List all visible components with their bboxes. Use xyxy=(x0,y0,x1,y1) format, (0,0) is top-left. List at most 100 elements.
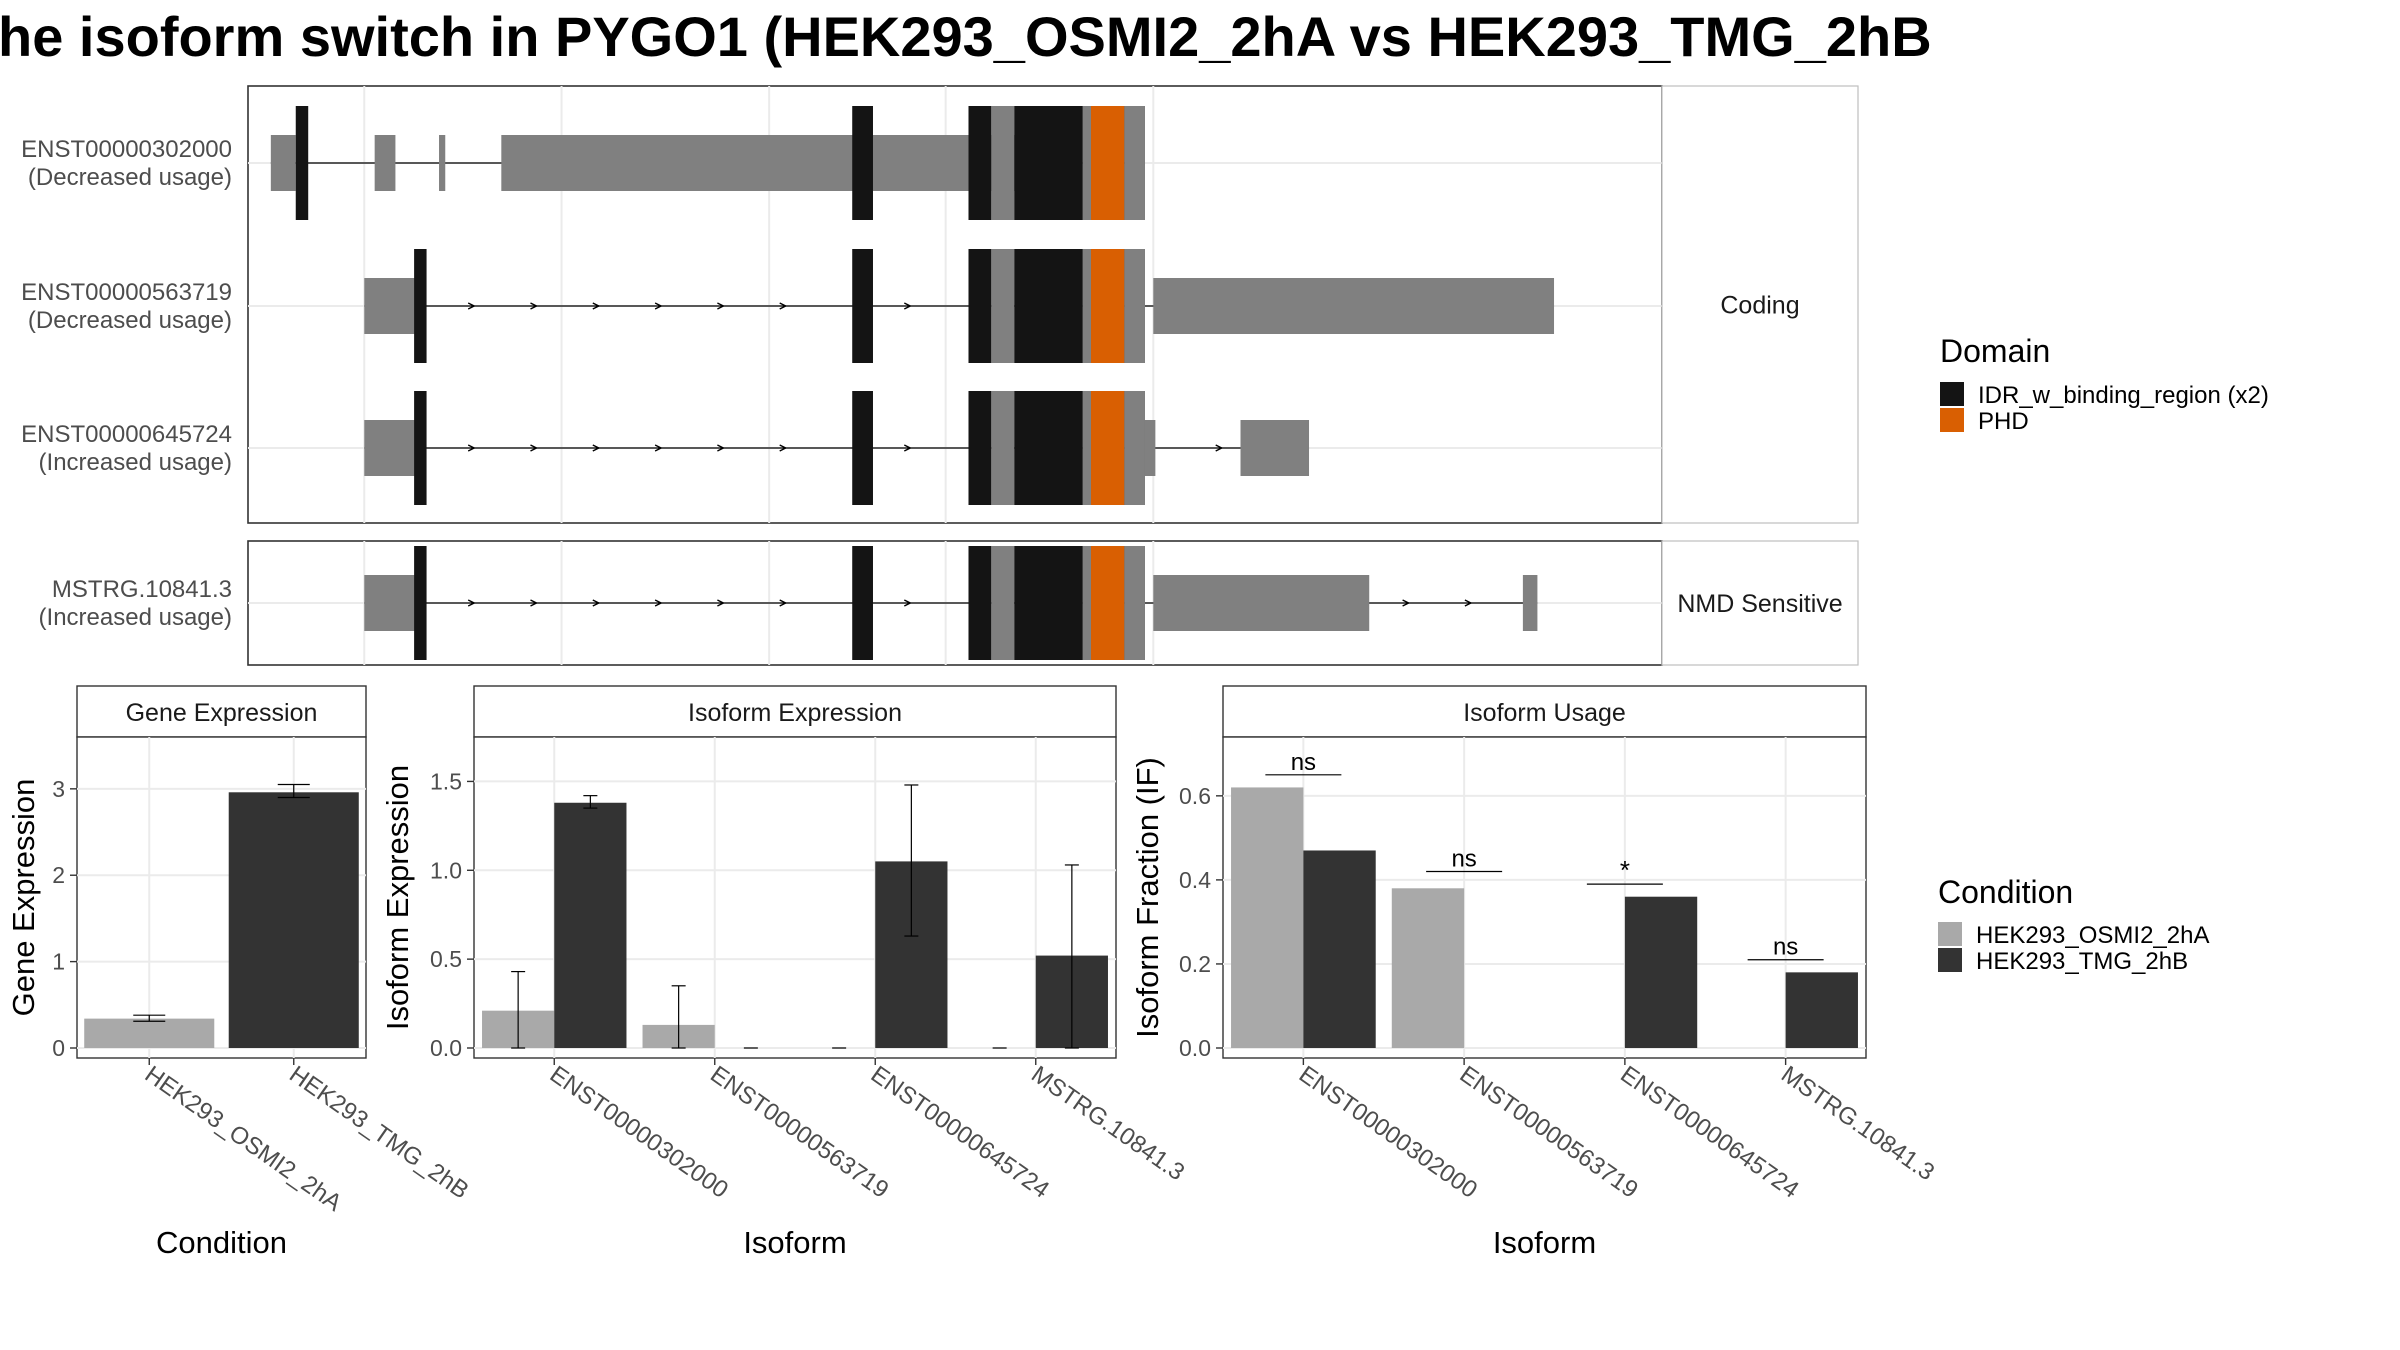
y-tick-label: 1 xyxy=(52,949,65,975)
direction-arrow xyxy=(717,599,725,607)
direction-arrow xyxy=(467,302,476,310)
y-tick-label: 0.0 xyxy=(430,1035,462,1061)
y-tick-label: 0.6 xyxy=(1179,783,1211,809)
direction-arrow xyxy=(592,444,601,452)
coding-exon-nodomain xyxy=(1082,391,1092,505)
transcript-row: ENST00000645724(Increased usage) xyxy=(21,391,1310,505)
y-tick-label: 3 xyxy=(52,776,65,802)
direction-arrow xyxy=(1402,599,1411,607)
direction-arrow xyxy=(654,302,663,310)
condition-legend-label: HEK293_TMG_2hB xyxy=(1976,948,2188,975)
direction-arrow xyxy=(779,302,788,310)
y-tick-label: 0.2 xyxy=(1179,951,1211,977)
direction-arrow xyxy=(903,444,912,452)
coding-exon xyxy=(295,106,309,220)
direction-arrow xyxy=(592,302,601,310)
facet-strip xyxy=(1661,85,1859,524)
y-axis-title: Isoform Fraction (IF) xyxy=(1130,757,1165,1038)
coding-exon xyxy=(1014,106,1083,220)
domain-legend-swatch xyxy=(1940,408,1964,432)
bar xyxy=(1391,888,1465,1048)
chart-strip xyxy=(1222,685,1867,738)
coding-exon-nodomain xyxy=(991,546,1015,660)
coding-exon xyxy=(852,391,873,505)
domain-legend-label: PHD xyxy=(1978,408,2029,435)
significance-label: ns xyxy=(1451,845,1476,872)
phd-domain xyxy=(1091,249,1125,363)
phd-domain xyxy=(1091,391,1125,505)
bar xyxy=(554,802,627,1048)
direction-arrow xyxy=(1215,444,1224,452)
utr-exon xyxy=(364,278,419,334)
coding-exon-nodomain xyxy=(1082,106,1092,220)
utr-exon xyxy=(439,135,446,191)
transcript-id-label: MSTRG.10841.3 xyxy=(52,576,232,603)
coding-exon-nodomain xyxy=(1082,546,1092,660)
significance-label: ns xyxy=(1291,749,1316,776)
direction-arrow xyxy=(654,599,663,607)
facet-label: NMD Sensitive xyxy=(1677,590,1842,618)
coding-exon-nodomain xyxy=(991,249,1015,363)
condition-legend-label: HEK293_OSMI2_2hA xyxy=(1976,922,2209,949)
direction-arrow xyxy=(530,444,539,452)
utr-exon xyxy=(364,575,419,631)
condition-legend-swatch xyxy=(1938,922,1962,946)
coding-exon xyxy=(968,249,992,363)
utr-exon xyxy=(364,420,419,476)
condition-legend-swatch xyxy=(1938,948,1962,972)
phd-domain xyxy=(1091,546,1125,660)
bar xyxy=(1231,787,1304,1048)
transcript-id-label: ENST00000645724 xyxy=(21,421,232,448)
facet-label: Coding xyxy=(1720,292,1799,320)
legends: Domain IDR_w_binding_region (x2)PHD Condit… xyxy=(1938,333,2269,975)
coding-exon xyxy=(852,249,873,363)
direction-arrow xyxy=(530,302,539,310)
direction-arrow xyxy=(717,302,725,310)
coding-exon xyxy=(414,249,427,363)
coding-exon xyxy=(1014,391,1083,505)
coding-exon-nodomain xyxy=(1082,249,1092,363)
transcript-row: ENST00000563719(Decreased usage) xyxy=(21,249,1555,363)
coding-exon xyxy=(968,391,992,505)
condition-legend-title: Condition xyxy=(1938,874,2073,910)
utr-exon xyxy=(1144,420,1156,476)
bar xyxy=(228,792,359,1048)
transcript-row: ENST00000302000(Decreased usage) xyxy=(21,106,1145,220)
chart-strip xyxy=(473,685,1117,738)
domain-legend-swatch xyxy=(1940,382,1964,406)
x-axis-title: Isoform xyxy=(1493,1225,1596,1260)
y-axis-title: Gene Expression xyxy=(6,779,41,1017)
coding-exon xyxy=(414,391,427,505)
bar xyxy=(1303,850,1376,1048)
utr-exon xyxy=(270,135,296,191)
chart-title: Isoform Expression xyxy=(688,699,902,727)
significance-label: ns xyxy=(1773,934,1798,961)
coding-exon xyxy=(968,546,992,660)
direction-arrow xyxy=(530,599,539,607)
phd-domain xyxy=(1091,106,1125,220)
direction-arrow xyxy=(467,599,476,607)
direction-arrow xyxy=(779,599,788,607)
direction-arrow xyxy=(903,302,912,310)
direction-arrow xyxy=(1464,599,1473,607)
significance-label: * xyxy=(1620,855,1630,885)
chart-0: Gene Expression0123HEK293_OSMI2_2hAHEK29… xyxy=(6,685,474,1260)
transcript-structure-panel: Coding NMD Sensitive ENST00000302000(Decre… xyxy=(21,85,1859,666)
coding-exon-nodomain xyxy=(1124,249,1145,363)
utr-exon xyxy=(1153,278,1555,334)
chart-title: Gene Expression xyxy=(126,699,318,727)
y-tick-label: 1.0 xyxy=(430,857,462,883)
y-tick-label: 0.5 xyxy=(430,946,462,972)
y-tick-label: 1.5 xyxy=(430,768,462,794)
coding-exon xyxy=(1014,546,1083,660)
coding-exon-nodomain xyxy=(1124,106,1145,220)
y-tick-label: 0 xyxy=(52,1035,65,1061)
transcript-usage-label: (Decreased usage) xyxy=(28,164,232,191)
direction-arrow xyxy=(654,444,663,452)
facet-strip xyxy=(1661,540,1859,666)
direction-arrow xyxy=(903,599,912,607)
transcript-row: MSTRG.10841.3(Increased usage) xyxy=(39,546,1538,660)
coding-exon xyxy=(1014,249,1083,363)
utr-exon xyxy=(1153,575,1370,631)
